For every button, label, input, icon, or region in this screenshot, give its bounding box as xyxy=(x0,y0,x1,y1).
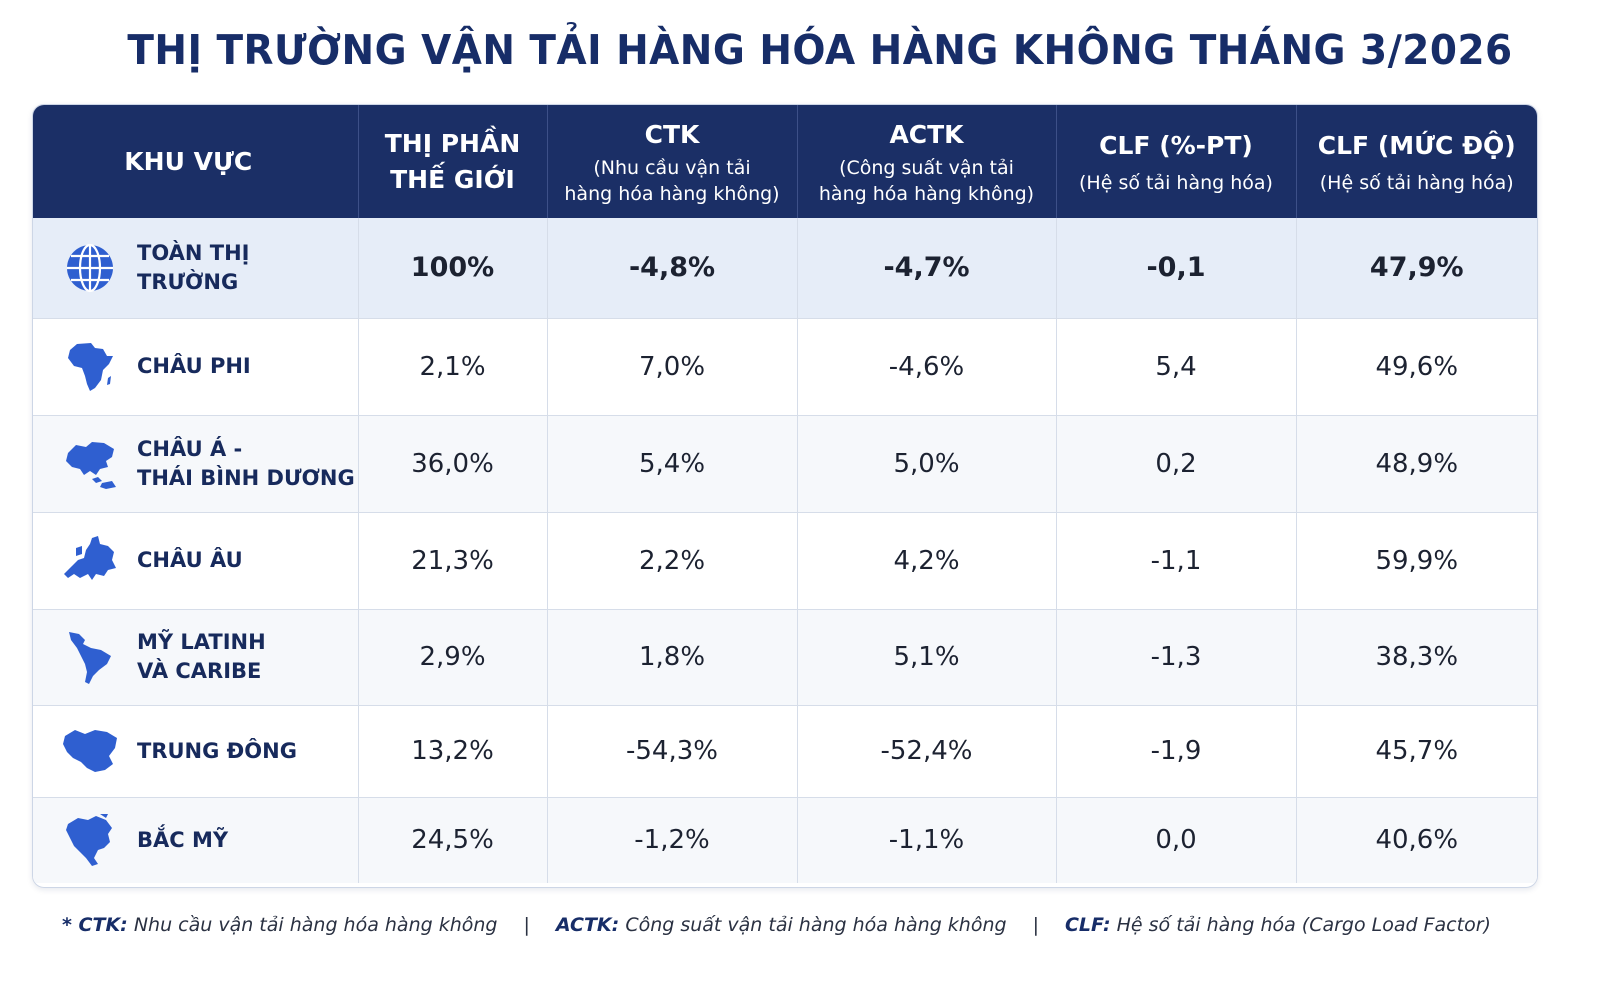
share-cell: 2,1% xyxy=(358,318,548,416)
region-cell: CHÂU ÂU xyxy=(33,512,359,610)
middle-east-map-icon xyxy=(61,722,119,780)
clf-level-cell: 47,9% xyxy=(1296,218,1537,319)
europe-map-icon xyxy=(61,532,119,590)
clf-pt-cell: -1,9 xyxy=(1056,705,1297,798)
clf-pt-cell: -1,3 xyxy=(1056,609,1297,706)
region-name: CHÂU PHI xyxy=(137,354,251,378)
actk-cell: -1,1% xyxy=(797,797,1057,883)
ctk-cell: 7,0% xyxy=(547,318,798,416)
share-cell: 100% xyxy=(358,218,548,319)
region-name: TOÀN THỊ TRƯỜNG xyxy=(137,240,250,294)
clf-pt-cell: 5,4 xyxy=(1056,318,1297,416)
actk-cell: -52,4% xyxy=(797,705,1057,798)
actk-cell: -4,7% xyxy=(797,218,1057,319)
clf-pt-cell: -1,1 xyxy=(1056,512,1297,610)
share-cell: 24,5% xyxy=(358,797,548,883)
ctk-cell: 1,8% xyxy=(547,609,798,706)
share-cell: 13,2% xyxy=(358,705,548,798)
share-cell: 36,0% xyxy=(358,415,548,513)
header-share: THỊ PHẦN THẾ GIỚI xyxy=(358,105,548,218)
region-cell: BẮC MỸ xyxy=(33,797,359,883)
table-header-row: KHU VỰC THỊ PHẦN THẾ GIỚI CTK (Nhu cầu vậ… xyxy=(33,105,1537,218)
page-title: THỊ TRƯỜNG VẬN TẢI HÀNG HÓA HÀNG KHÔNG T… xyxy=(127,26,1513,74)
footnote: * CTK: Nhu cầu vận tải hàng hóa hàng khô… xyxy=(62,914,1491,936)
header-ctk: CTK (Nhu cầu vận tải hàng hóa hàng không) xyxy=(547,105,798,218)
table-row: TOÀN THỊ TRƯỜNG 100% -4,8% -4,7% -0,1 47,9% xyxy=(33,218,1537,319)
asia-pacific-map-icon xyxy=(61,435,119,493)
clf-level-cell: 45,7% xyxy=(1296,705,1537,798)
clf-level-cell: 49,6% xyxy=(1296,318,1537,416)
actk-cell: 5,0% xyxy=(797,415,1057,513)
region-name: CHÂU ÂU xyxy=(137,548,243,572)
clf-pt-cell: 0,0 xyxy=(1056,797,1297,883)
region-cell: MỸ LATINH VÀ CARIBE xyxy=(33,609,359,706)
region-cell: CHÂU Á - THÁI BÌNH DƯƠNG xyxy=(33,415,359,513)
data-table-container: KHU VỰC THỊ PHẦN THẾ GIỚI CTK (Nhu cầu vậ… xyxy=(32,104,1538,888)
air-cargo-table: KHU VỰC THỊ PHẦN THẾ GIỚI CTK (Nhu cầu vậ… xyxy=(33,105,1537,883)
clf-level-cell: 38,3% xyxy=(1296,609,1537,706)
globe-icon xyxy=(61,239,119,297)
region-name: BẮC MỸ xyxy=(137,827,229,852)
header-clf-pt: CLF (%-PT) (Hệ số tải hàng hóa) xyxy=(1056,105,1297,218)
region-cell: CHÂU PHI xyxy=(33,318,359,416)
ctk-cell: 2,2% xyxy=(547,512,798,610)
clf-level-cell: 40,6% xyxy=(1296,797,1537,883)
ctk-cell: 5,4% xyxy=(547,415,798,513)
table-row: MỸ LATINH VÀ CARIBE 2,9% 1,8% 5,1% -1,3 38,3% xyxy=(33,609,1537,706)
share-cell: 2,9% xyxy=(358,609,548,706)
header-clf-level: CLF (MỨC ĐỘ) (Hệ số tải hàng hóa) xyxy=(1296,105,1537,218)
table-row: CHÂU Á - THÁI BÌNH DƯƠNG 36,0% 5,4% 5,0% 0,2… xyxy=(33,415,1537,513)
clf-level-cell: 48,9% xyxy=(1296,415,1537,513)
region-cell: TRUNG ĐÔNG xyxy=(33,705,359,798)
actk-cell: 5,1% xyxy=(797,609,1057,706)
share-cell: 21,3% xyxy=(358,512,548,610)
ctk-cell: -4,8% xyxy=(547,218,798,319)
table-row: TRUNG ĐÔNG 13,2% -54,3% -52,4% -1,9 45,7% xyxy=(33,705,1537,798)
ctk-cell: -1,2% xyxy=(547,797,798,883)
header-actk: ACTK (Công suất vận tải hàng hóa hàng khô… xyxy=(797,105,1057,218)
clf-level-cell: 59,9% xyxy=(1296,512,1537,610)
clf-pt-cell: -0,1 xyxy=(1056,218,1297,319)
table-row: CHÂU PHI 2,1% 7,0% -4,6% 5,4 49,6% xyxy=(33,318,1537,416)
region-name: TRUNG ĐÔNG xyxy=(137,738,297,763)
actk-cell: -4,6% xyxy=(797,318,1057,416)
ctk-cell: -54,3% xyxy=(547,705,798,798)
clf-pt-cell: 0,2 xyxy=(1056,415,1297,513)
actk-cell: 4,2% xyxy=(797,512,1057,610)
region-name: CHÂU Á - THÁI BÌNH DƯƠNG xyxy=(137,436,355,490)
africa-map-icon xyxy=(61,338,119,396)
table-row: CHÂU ÂU 21,3% 2,2% 4,2% -1,1 59,9% xyxy=(33,512,1537,610)
region-name: MỸ LATINH VÀ CARIBE xyxy=(137,630,266,683)
region-cell: TOÀN THỊ TRƯỜNG xyxy=(33,218,359,319)
north-america-map-icon xyxy=(61,811,119,869)
header-region: KHU VỰC xyxy=(33,105,359,218)
latin-america-map-icon xyxy=(61,628,119,686)
table-row: BẮC MỸ 24,5% -1,2% -1,1% 0,0 40,6% xyxy=(33,797,1537,883)
